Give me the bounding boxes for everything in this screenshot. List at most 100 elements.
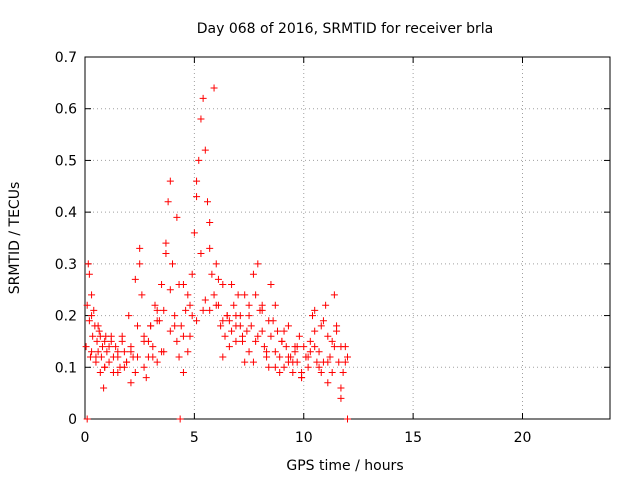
data-point bbox=[107, 332, 115, 340]
data-points bbox=[82, 84, 351, 423]
data-point bbox=[114, 368, 122, 376]
data-point bbox=[151, 301, 159, 309]
data-point bbox=[114, 348, 122, 356]
x-tick-label: 10 bbox=[295, 430, 313, 446]
data-point bbox=[232, 312, 240, 320]
data-point bbox=[280, 327, 288, 335]
x-tick-label: 15 bbox=[404, 430, 422, 446]
data-point bbox=[162, 250, 170, 258]
data-point bbox=[103, 348, 111, 356]
data-point bbox=[134, 322, 141, 330]
chart-title: Day 068 of 2016, SRMTID for receiver brl… bbox=[197, 21, 494, 37]
data-point bbox=[341, 358, 349, 366]
data-point bbox=[304, 363, 312, 371]
axis-ticks: 0 0.1 0.2 0.3 0.4 0.5 0.6 0.7 0 5 10 15 20 bbox=[55, 50, 610, 446]
data-point bbox=[243, 327, 251, 335]
y-tick-label: 0.2 bbox=[55, 309, 77, 325]
data-point bbox=[136, 260, 144, 268]
x-tick-label: 20 bbox=[514, 430, 532, 446]
data-point bbox=[311, 327, 319, 335]
data-point bbox=[280, 363, 288, 371]
data-point bbox=[322, 301, 330, 309]
y-tick-label: 0.6 bbox=[55, 102, 77, 118]
data-point bbox=[120, 363, 128, 371]
data-point bbox=[166, 177, 174, 185]
data-point bbox=[330, 291, 338, 299]
data-point bbox=[249, 270, 257, 278]
data-point bbox=[306, 348, 314, 356]
data-point bbox=[105, 358, 113, 366]
data-point bbox=[101, 363, 109, 371]
data-point bbox=[300, 343, 308, 351]
data-point bbox=[100, 384, 108, 392]
y-tick-label: 0.4 bbox=[55, 205, 77, 221]
data-point bbox=[252, 337, 260, 345]
data-point bbox=[271, 301, 279, 309]
data-point bbox=[153, 306, 161, 314]
y-tick-label: 0.3 bbox=[55, 257, 77, 273]
data-point bbox=[105, 343, 113, 351]
y-tick-label: 0.1 bbox=[55, 360, 77, 376]
data-point bbox=[258, 306, 266, 314]
data-point bbox=[258, 327, 266, 335]
data-point bbox=[179, 368, 187, 376]
data-point bbox=[276, 353, 284, 361]
data-point bbox=[206, 218, 214, 226]
data-point bbox=[166, 286, 174, 294]
y-tick-label: 0 bbox=[68, 412, 77, 428]
data-point bbox=[247, 322, 255, 330]
data-point bbox=[236, 322, 244, 330]
data-point bbox=[85, 270, 93, 278]
data-point bbox=[125, 312, 133, 320]
data-point bbox=[179, 332, 187, 340]
data-point bbox=[304, 353, 312, 361]
data-point bbox=[171, 312, 179, 320]
data-point bbox=[153, 317, 161, 325]
data-point bbox=[169, 260, 176, 268]
data-point bbox=[83, 301, 91, 309]
data-point bbox=[230, 301, 238, 309]
grid bbox=[85, 57, 610, 419]
data-point bbox=[160, 348, 168, 356]
data-point bbox=[337, 343, 345, 351]
data-point bbox=[219, 317, 227, 325]
data-point bbox=[162, 239, 170, 247]
data-point bbox=[241, 358, 249, 366]
data-point bbox=[166, 327, 174, 335]
data-point bbox=[175, 281, 183, 289]
data-point bbox=[188, 270, 196, 278]
data-point bbox=[94, 322, 102, 330]
data-point bbox=[147, 322, 155, 330]
data-point bbox=[204, 198, 211, 206]
data-point bbox=[212, 260, 220, 268]
data-point bbox=[96, 332, 104, 340]
data-point bbox=[177, 322, 185, 330]
data-point bbox=[284, 322, 292, 330]
data-point bbox=[311, 343, 319, 351]
data-point bbox=[206, 244, 214, 252]
data-point bbox=[225, 343, 233, 351]
data-point bbox=[186, 332, 194, 340]
data-point bbox=[201, 146, 209, 154]
data-point bbox=[173, 213, 181, 221]
data-point bbox=[315, 363, 323, 371]
data-point bbox=[160, 306, 168, 314]
data-point bbox=[335, 358, 343, 366]
data-point bbox=[188, 312, 196, 320]
data-point bbox=[89, 332, 97, 340]
data-point bbox=[120, 348, 128, 356]
data-point bbox=[337, 394, 345, 402]
data-point bbox=[260, 343, 268, 351]
data-point bbox=[197, 250, 205, 258]
data-point bbox=[92, 353, 100, 361]
data-point bbox=[333, 327, 341, 335]
data-point bbox=[249, 358, 257, 366]
data-point bbox=[99, 343, 106, 351]
data-point bbox=[206, 306, 214, 314]
x-axis-label: GPS time / hours bbox=[286, 458, 403, 474]
data-point bbox=[324, 379, 332, 387]
data-point bbox=[112, 343, 120, 351]
data-point bbox=[245, 301, 253, 309]
data-point bbox=[85, 317, 93, 325]
y-tick-label: 0.5 bbox=[55, 153, 77, 169]
